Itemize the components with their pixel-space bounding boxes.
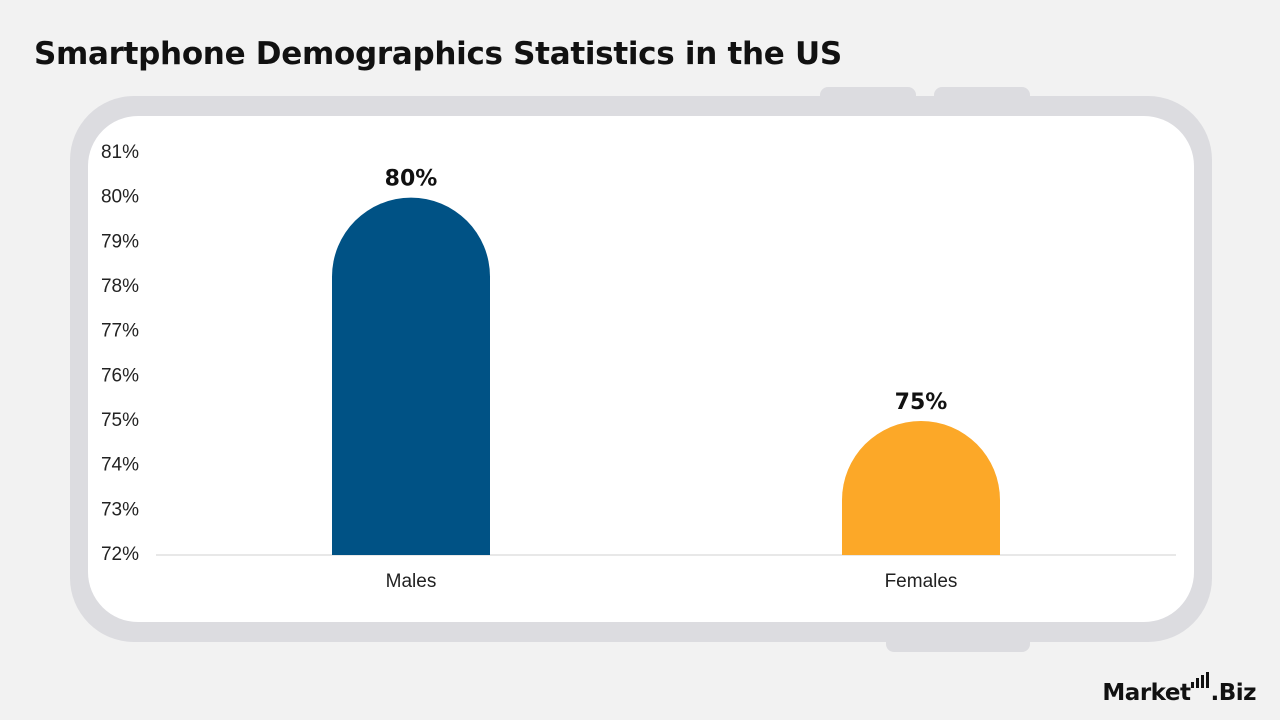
brand-logo: Market .Biz [1102, 672, 1256, 706]
y-tick-label: 81% [101, 142, 139, 163]
x-category-label: Females [885, 571, 958, 592]
y-tick-label: 80% [101, 187, 139, 208]
y-tick-label: 77% [101, 321, 139, 342]
y-tick-label: 75% [101, 410, 139, 431]
x-category-label: Males [386, 571, 437, 592]
phone-screen [88, 116, 1194, 622]
brand-name: Market [1102, 680, 1191, 706]
bar-females [842, 421, 1000, 555]
y-tick-label: 74% [101, 455, 139, 476]
y-tick-label: 76% [101, 365, 139, 386]
y-tick-label: 78% [101, 276, 139, 297]
bar-males [332, 197, 490, 555]
y-tick-label: 79% [101, 231, 139, 252]
data-label: 80% [385, 167, 438, 192]
y-tick-label: 72% [101, 544, 139, 565]
brand-suffix: .Biz [1210, 680, 1256, 706]
chart-title: Smartphone Demographics Statistics in th… [34, 36, 842, 72]
y-tick-label: 73% [101, 499, 139, 520]
signal-bars-icon [1191, 672, 1210, 688]
data-label: 75% [895, 390, 948, 415]
